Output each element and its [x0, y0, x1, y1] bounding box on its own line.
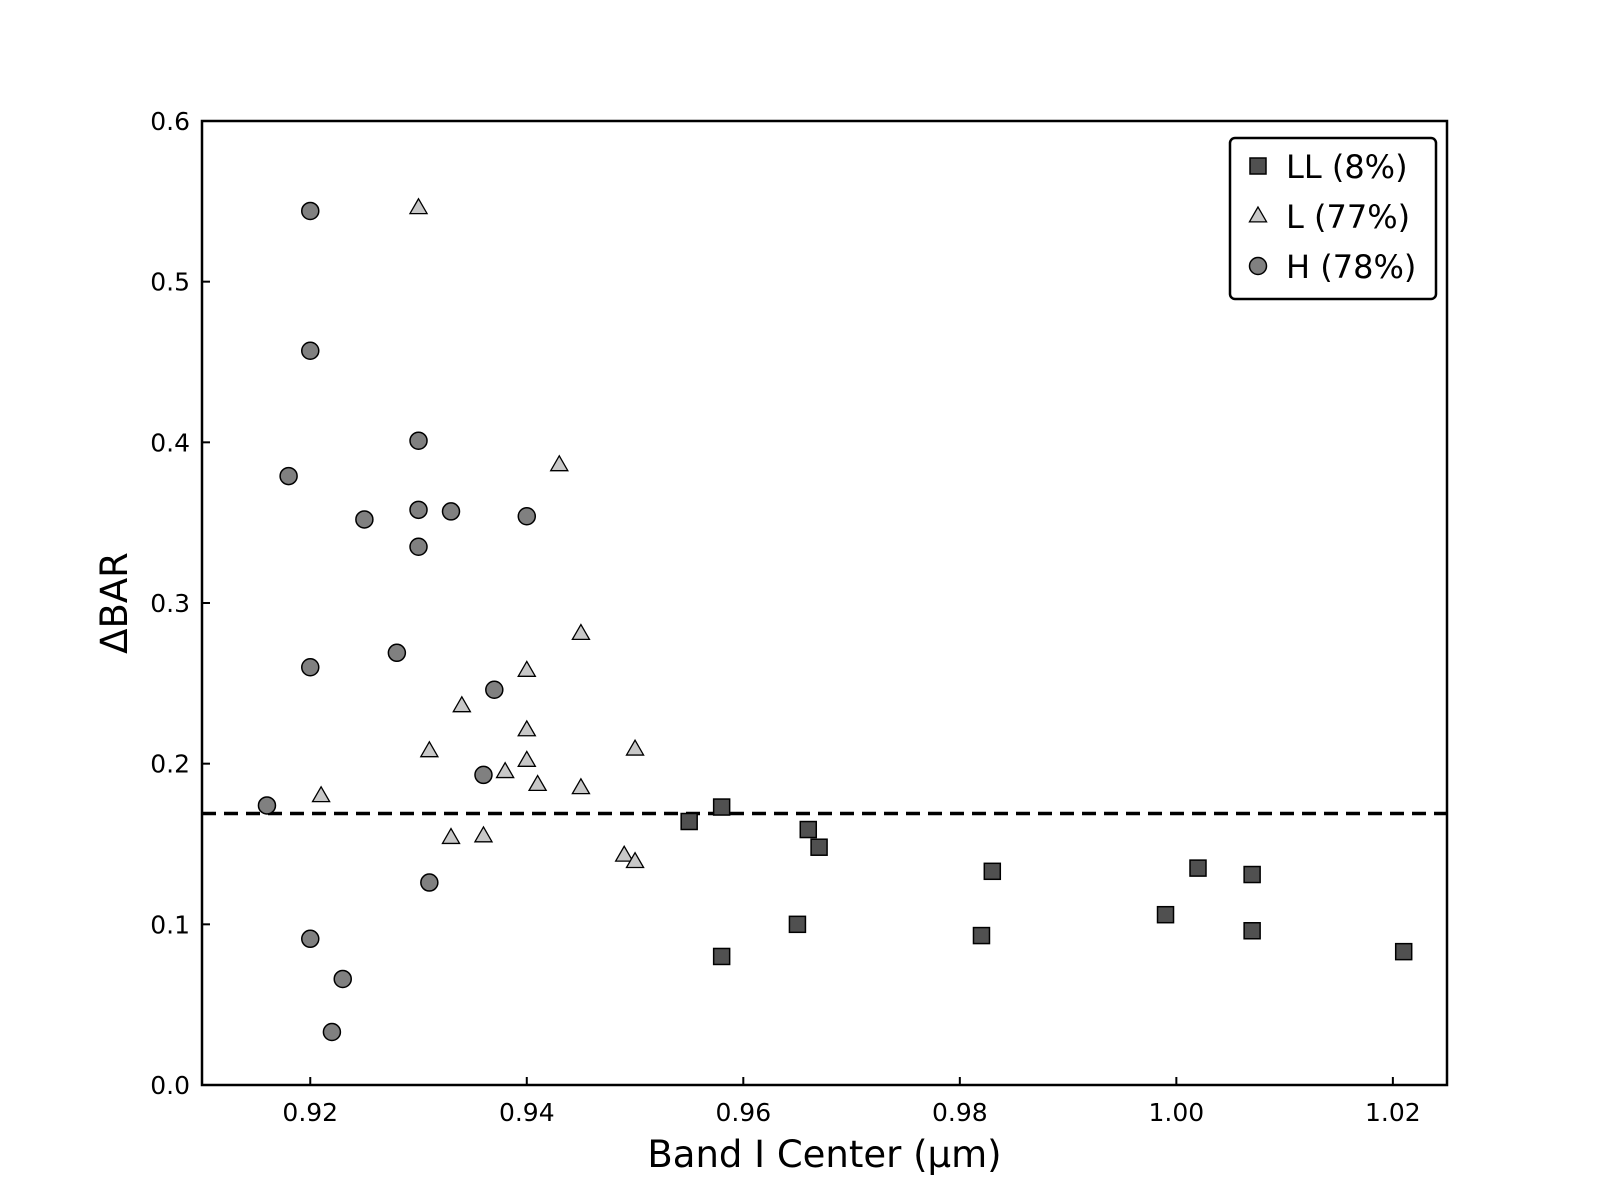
triangle-data-point — [473, 825, 494, 843]
data-points-layer — [257, 197, 1413, 1042]
triangle-data-point — [625, 851, 645, 869]
series-circle — [257, 201, 537, 1042]
square-data-point — [1156, 905, 1175, 924]
legend-label: L (77%) — [1286, 198, 1410, 236]
square-data-point — [712, 947, 731, 966]
circle-data-point — [474, 765, 493, 785]
x-tick-label: 1.02 — [1365, 1098, 1421, 1127]
triangle-data-point — [408, 197, 429, 215]
triangle-data-point — [614, 844, 634, 862]
ticks-layer: 0.92 0.94 0.96 0.98 1.00 1.02 0.0 0.1 0.2 0.3 0.4 0… — [150, 107, 1420, 1127]
legend-triangle-icon — [1248, 205, 1268, 223]
circle-data-point — [409, 500, 428, 520]
x-axis-label: Band I Center (μm) — [647, 1133, 1001, 1176]
circle-data-point — [485, 680, 504, 700]
triangle-data-point — [549, 454, 569, 472]
y-tick-label: 0.1 — [150, 910, 190, 939]
legend-label: H (78%) — [1286, 248, 1416, 286]
circle-data-point — [301, 341, 320, 361]
triangle-data-point — [571, 777, 591, 795]
triangle-data-point — [441, 827, 461, 845]
legend-box — [1228, 136, 1438, 301]
circle-data-point — [301, 658, 320, 677]
circle-data-point — [387, 643, 407, 663]
legend-square-icon — [1249, 157, 1267, 175]
circle-data-point — [301, 201, 320, 221]
y-tick-label: 0.5 — [150, 268, 190, 297]
circle-data-point — [420, 873, 439, 892]
circle-data-point — [355, 510, 374, 529]
series-square — [680, 798, 1413, 966]
circle-data-point — [409, 431, 428, 450]
y-axis-label: ΔBAR — [93, 552, 136, 654]
triangle-data-point — [419, 740, 440, 758]
circle-data-point — [517, 506, 537, 526]
triangle-data-point — [517, 719, 537, 737]
square-data-point — [712, 798, 731, 816]
series-triangle — [311, 197, 645, 869]
triangle-data-point — [452, 695, 472, 713]
y-tick-label: 0.3 — [150, 589, 190, 618]
legend-circle-icon — [1248, 256, 1268, 276]
x-tick-label: 0.94 — [499, 1098, 555, 1127]
circle-data-point — [441, 502, 461, 521]
square-data-point — [1394, 942, 1413, 961]
x-tick-label: 0.96 — [715, 1098, 771, 1127]
triangle-data-point — [527, 774, 548, 792]
circle-data-point — [257, 796, 277, 815]
x-tick-label: 0.98 — [932, 1098, 988, 1127]
triangle-data-point — [311, 785, 331, 803]
square-data-point — [788, 915, 807, 934]
triangle-data-point — [517, 660, 537, 677]
circle-data-point — [333, 969, 352, 989]
circle-data-point — [409, 537, 428, 557]
triangle-data-point — [517, 750, 537, 767]
y-tick-label: 0.6 — [150, 107, 190, 136]
square-data-point — [799, 820, 818, 839]
triangle-data-point — [625, 738, 645, 756]
circle-data-point — [279, 466, 298, 486]
square-data-point — [810, 838, 828, 856]
y-tick-label: 0.0 — [150, 1071, 190, 1100]
triangle-data-point — [571, 623, 591, 641]
square-data-point — [983, 862, 1002, 881]
y-tick-label: 0.4 — [150, 428, 190, 457]
circle-data-point — [322, 1022, 342, 1042]
x-tick-label: 0.92 — [282, 1098, 338, 1127]
legend: LL (8%) L (77%) H (78%) — [1228, 136, 1438, 301]
x-tick-label: 1.00 — [1149, 1098, 1205, 1127]
circle-data-point — [301, 929, 320, 949]
square-data-point — [680, 812, 698, 831]
square-data-point — [1243, 922, 1261, 940]
legend-label: LL (8%) — [1286, 148, 1408, 186]
square-data-point — [1189, 859, 1207, 877]
square-data-point — [972, 926, 991, 945]
y-tick-label: 0.2 — [150, 750, 190, 779]
square-data-point — [1243, 865, 1261, 884]
triangle-data-point — [495, 761, 515, 779]
